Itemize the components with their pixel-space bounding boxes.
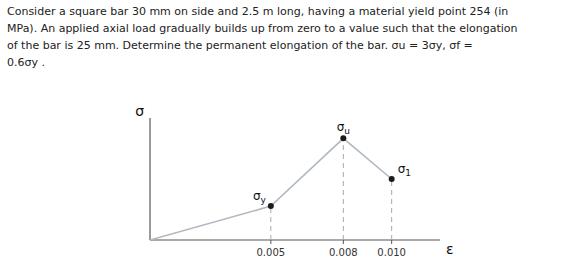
x-tick-label: 0.005 <box>257 247 286 258</box>
x-tick <box>270 240 271 244</box>
drop-line <box>270 206 271 240</box>
x-tick <box>343 240 344 244</box>
drop-line <box>343 138 344 240</box>
problem-text: MPa). An applied axial load gradually bu… <box>7 22 518 35</box>
x-tick-label: 0.008 <box>329 247 358 258</box>
key-point <box>389 176 395 182</box>
problem-text: of the bar is 25 mm. Determine the perma… <box>7 39 473 52</box>
plot-area <box>150 135 395 240</box>
annotation: σy <box>253 189 267 205</box>
chart: Consider a square bar 30 mm on side and … <box>0 0 563 277</box>
problem-text: Consider a square bar 30 mm on side and … <box>7 5 508 18</box>
x-axis-label: ε <box>446 241 454 257</box>
y-axis-label: σ <box>135 103 144 119</box>
x-tick-label: 0.010 <box>377 247 406 258</box>
y-axis <box>149 118 150 240</box>
x-axis <box>150 239 440 240</box>
annotation: σ1 <box>398 162 411 178</box>
annotation: σu <box>337 120 350 136</box>
key-point <box>268 203 274 209</box>
x-tick <box>391 240 392 244</box>
problem-text: 0.6σy . <box>7 56 45 69</box>
curve <box>150 138 392 240</box>
drop-line <box>391 179 392 240</box>
